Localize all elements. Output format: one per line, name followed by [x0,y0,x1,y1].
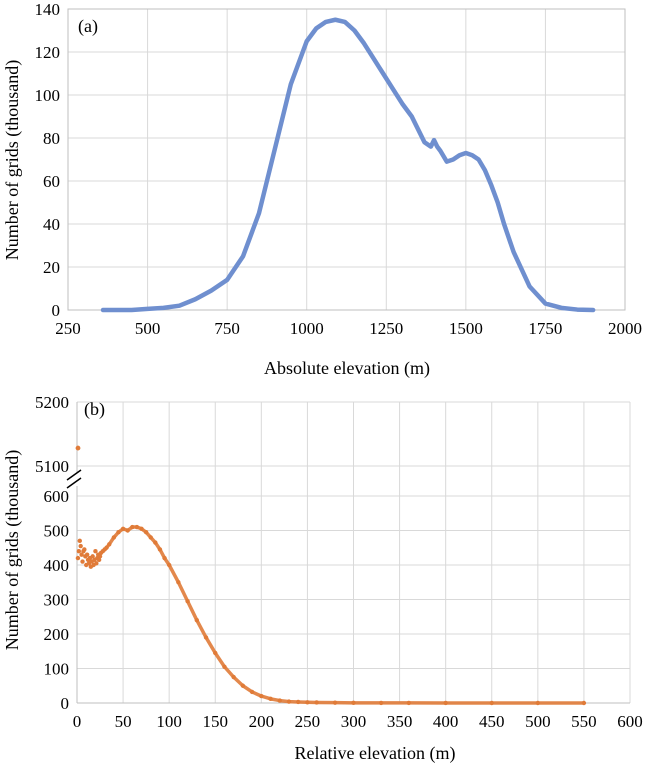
chart-a-y-tick: 80 [43,129,60,148]
chart-b-x-tick-labels: 0 50 100 150 200 250 300 350 400 450 500 550 600 [73,712,643,731]
chart-a-x-tick: 1750 [528,319,562,338]
chart-b-axis-break-marker [65,469,89,489]
chart-b-x-tick: 400 [433,712,459,731]
chart-b-data-point [82,547,87,552]
chart-b-y-tick: 300 [44,591,70,610]
chart-b-x-tick: 250 [295,712,321,731]
chart-b-y-tick: 0 [61,694,70,713]
chart-b-data-point [90,554,95,559]
chart-b-x-tick: 550 [571,712,597,731]
chart-a-y-tick: 100 [35,86,61,105]
chart-b-x-tick: 50 [115,712,132,731]
chart-b-y-tick-upper: 5200 [35,393,69,412]
chart-b-data-point [80,559,85,564]
chart-b-y-tick: 500 [44,522,70,541]
chart-b-y-tick: 100 [44,660,70,679]
chart-b-y-axis-label: Number of grids (thousand) [2,450,23,650]
chart-b-series-trend [102,525,586,705]
chart-b-panel-label: (b) [84,399,105,420]
chart-b-data-point [79,552,84,557]
chart-b-y-tick-upper: 5100 [35,457,69,476]
chart-b-data-point [78,543,83,549]
chart-b-data-point [94,561,99,566]
chart-b-x-tick: 450 [479,712,505,731]
chart-a-y-axis-label: Number of grids (thousand) [2,60,23,260]
chart-b-x-tick: 200 [249,712,275,731]
chart-a-x-tick: 1500 [449,319,483,338]
chart-b-break-slash [66,477,82,489]
chart-a-x-tick: 2000 [608,319,642,338]
chart-a-series [100,17,596,313]
chart-a-y-tick: 60 [43,172,60,191]
chart-a-x-tick: 1000 [290,319,324,338]
chart-a-x-tick: 750 [214,319,240,338]
chart-b-x-tick: 0 [73,712,82,731]
chart-b-series [75,445,587,706]
chart-b-data-point [76,549,82,554]
chart-b-x-tick: 150 [203,712,229,731]
chart-b-y-tick-labels: 0 100 200 300 400 500 600 5100 5200 [35,393,69,713]
chart-b-break-gap [65,472,89,486]
chart-a-y-tick-labels: 0 20 40 60 80 100 120 140 [35,0,61,320]
chart-b-data-point [75,555,81,561]
chart-b-gridlines [76,401,631,704]
chart-a-series-line [100,17,596,313]
chart-b-data-point [84,552,90,557]
chart-a-panel-label: (a) [78,16,98,37]
chart-a-x-tick: 1250 [369,319,403,338]
chart-b-data-point [77,538,82,544]
chart-b-break-slash [66,469,82,481]
chart-b-x-axis-label: Relative elevation (m) [295,743,456,764]
chart-a-y-tick: 0 [52,301,61,320]
chart-b-outlier-point [75,445,81,451]
chart-a: 250 500 750 1000 1250 1500 1750 2000 0 20 40 60 80 1… [2,0,642,379]
chart-b: 0 50 100 150 200 250 300 350 400 450 500 550 600 0 10… [2,393,643,764]
chart-a-y-tick: 20 [43,258,60,277]
chart-b-x-tick: 300 [341,712,367,731]
chart-a-x-tick: 250 [55,319,81,338]
chart-b-y-tick: 400 [44,556,70,575]
chart-a-x-tick-labels: 250 500 750 1000 1250 1500 1750 2000 [55,319,642,338]
chart-a-y-tick: 140 [35,0,61,19]
chart-b-y-tick: 200 [44,625,70,644]
chart-a-plot-frame [67,8,626,311]
chart-a-y-tick: 40 [43,215,60,234]
chart-b-x-tick: 350 [387,712,413,731]
chart-b-data-point [93,549,98,554]
chart-b-data-point [97,554,103,559]
chart-b-data-point [96,557,102,563]
chart-b-y-tick: 600 [44,487,70,506]
chart-b-x-tick: 500 [525,712,551,731]
chart-b-x-tick: 100 [156,712,182,731]
chart-a-x-axis-label: Absolute elevation (m) [264,358,430,379]
chart-a-x-tick: 500 [135,319,161,338]
chart-a-gridlines [67,8,626,311]
chart-a-y-tick: 120 [35,43,61,62]
chart-b-x-tick: 600 [617,712,643,731]
